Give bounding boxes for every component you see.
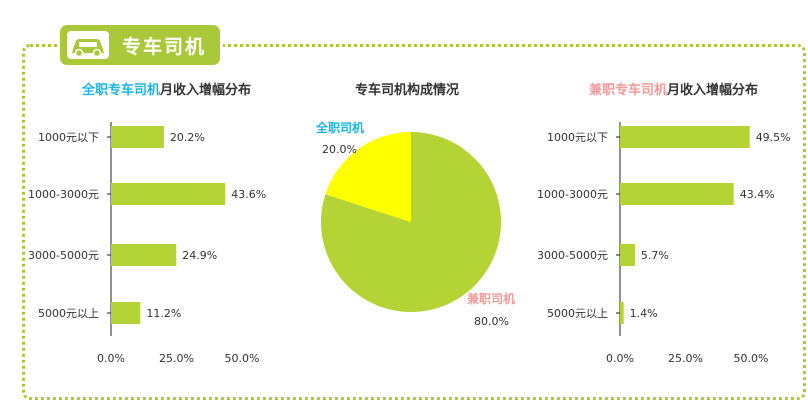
left-chart-bar	[111, 244, 177, 266]
right-title-highlight: 兼职专车司机	[589, 83, 668, 98]
left-chart-bar	[111, 302, 141, 324]
left-chart-category-label: 3000-5000元	[28, 249, 99, 262]
pie-label-part-time: 兼职司机	[466, 291, 515, 306]
right-chart-bar	[620, 126, 750, 148]
pie-label-full-time: 全职司机	[315, 120, 364, 135]
right-chart-category-label: 5000元以上	[547, 307, 608, 320]
section-frame	[22, 44, 806, 400]
right-chart-value-label: 49.5%	[756, 131, 791, 144]
left-chart-bar	[111, 126, 164, 148]
left-chart-bar	[111, 183, 226, 205]
pie-value-part-time: 80.0%	[474, 315, 509, 328]
left-chart-category-label: 1000-3000元	[28, 188, 99, 201]
left-chart-title: 全职专车司机月收入增幅分布	[82, 79, 251, 98]
right-chart-bar	[620, 302, 624, 324]
right-chart-category-label: 3000-5000元	[537, 249, 608, 262]
left-title-rest: 月收入增幅分布	[160, 83, 252, 98]
right-chart-value-label: 5.7%	[641, 249, 669, 262]
section-tag: 专车司机	[60, 25, 220, 65]
car-icon-box	[67, 31, 109, 59]
pie-value-full-time: 20.0%	[322, 143, 357, 156]
pie-slice-full-time	[325, 132, 411, 222]
right-chart-x-tick-label: 25.0%	[668, 352, 703, 365]
right-chart-bar	[620, 244, 635, 266]
right-chart-value-label: 1.4%	[630, 307, 658, 320]
right-chart-title: 兼职专车司机月收入增幅分布	[589, 79, 758, 98]
left-chart-value-label: 24.9%	[182, 249, 217, 262]
right-chart-bar	[620, 183, 734, 205]
left-chart-x-tick-label: 50.0%	[225, 352, 260, 365]
left-chart-category-label: 1000元以下	[38, 131, 99, 144]
right-chart-category-label: 1000元以下	[547, 131, 608, 144]
left-chart-value-label: 20.2%	[170, 131, 205, 144]
left-title-highlight: 全职专车司机	[82, 83, 161, 98]
section-title: 专车司机	[122, 36, 207, 58]
left-chart-value-label: 11.2%	[146, 307, 181, 320]
right-chart-value-label: 43.4%	[740, 188, 775, 201]
right-chart-x-tick-label: 0.0%	[606, 352, 634, 365]
pie-chart-title: 专车司机构成情况	[355, 83, 460, 98]
left-chart-x-tick-label: 25.0%	[159, 352, 194, 365]
car-icon	[72, 39, 104, 58]
right-chart-category-label: 1000-3000元	[537, 188, 608, 201]
left-chart-x-tick-label: 0.0%	[97, 352, 125, 365]
right-chart-x-tick-label: 50.0%	[734, 352, 769, 365]
right-title-rest: 月收入增幅分布	[667, 83, 759, 98]
left-chart-category-label: 5000元以上	[38, 307, 99, 320]
left-chart-value-label: 43.6%	[231, 188, 266, 201]
